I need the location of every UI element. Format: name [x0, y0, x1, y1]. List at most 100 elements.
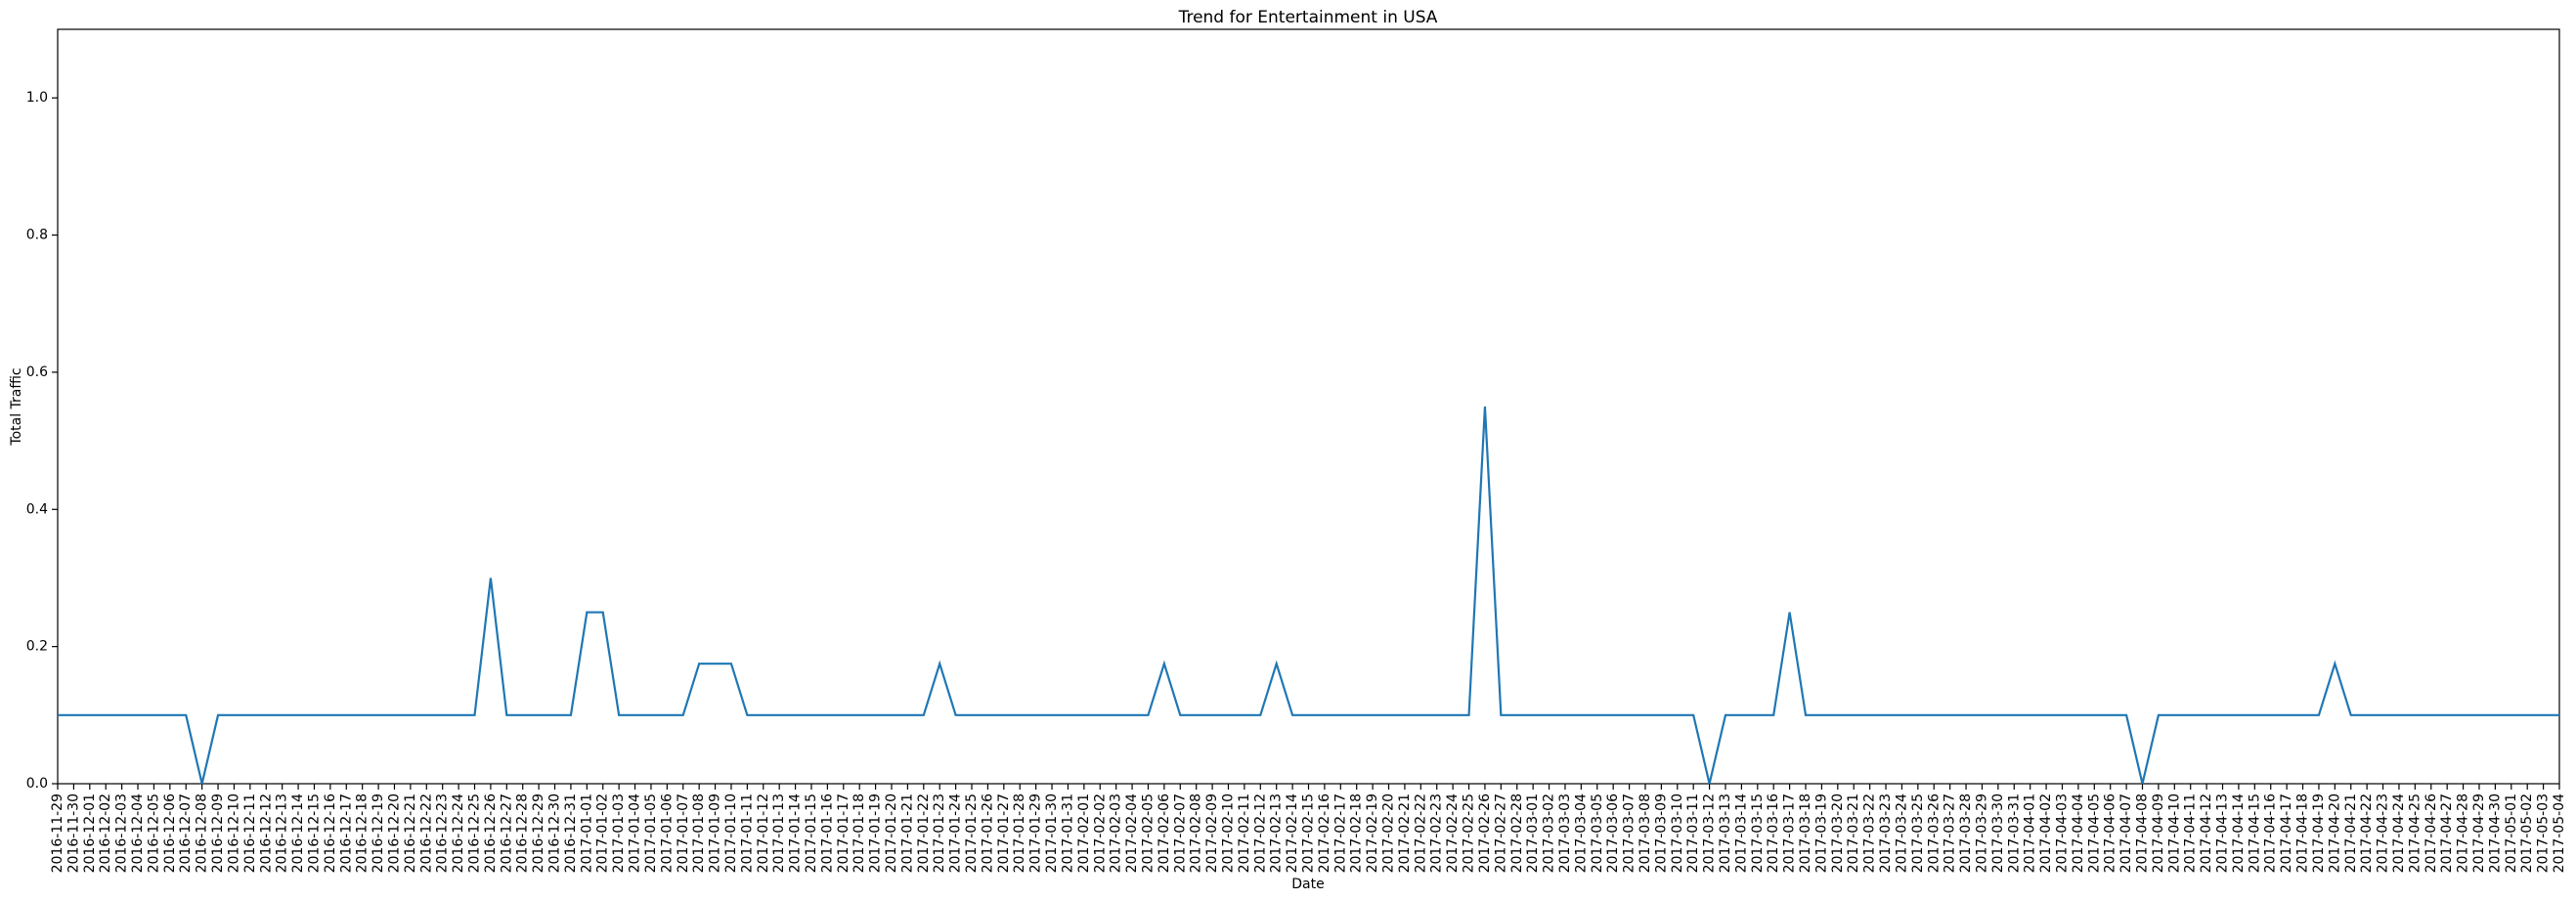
x-tick-label: 2017-01-22 [916, 793, 932, 873]
x-tick-label: 2017-03-17 [1782, 793, 1798, 873]
x-tick-label: 2016-12-30 [547, 793, 563, 873]
x-tick-label: 2017-03-27 [1943, 793, 1958, 873]
x-tick-label: 2017-03-23 [1878, 793, 1894, 873]
x-tick-label: 2017-01-06 [659, 793, 675, 873]
x-tick-label: 2017-03-12 [1702, 793, 1718, 873]
x-tick-label: 2017-01-10 [723, 793, 739, 873]
x-tick-label: 2017-02-08 [1189, 793, 1204, 873]
x-tick-label: 2017-01-27 [996, 793, 1012, 873]
x-tick-label: 2017-02-09 [1204, 793, 1220, 873]
x-tick-label: 2016-12-14 [290, 793, 306, 873]
x-tick-label: 2017-04-15 [2247, 793, 2262, 873]
x-tick-label: 2017-02-22 [1413, 793, 1428, 873]
x-tick-label: 2017-01-24 [948, 793, 964, 873]
x-tick-label: 2017-03-25 [1910, 793, 1926, 873]
x-tick-label: 2017-03-24 [1894, 793, 1909, 873]
x-tick-label: 2017-02-07 [1172, 793, 1188, 873]
x-tick-label: 2017-01-01 [579, 793, 594, 873]
plot-frame [57, 28, 2560, 785]
x-tick-label: 2016-12-25 [467, 793, 483, 873]
x-tick-label: 2017-03-07 [1622, 793, 1637, 873]
x-tick-label: 2017-01-29 [1028, 793, 1044, 873]
x-tick-label: 2017-03-29 [1974, 793, 1989, 873]
x-tick-label: 2016-12-02 [98, 793, 113, 873]
x-tick-label: 2016-12-10 [226, 793, 241, 873]
x-tick-label: 2017-04-29 [2471, 793, 2487, 873]
x-tick-label: 2017-04-18 [2295, 793, 2311, 873]
x-tick-label: 2016-12-23 [435, 793, 451, 873]
x-tick-label: 2017-01-25 [964, 793, 980, 873]
x-tick-label: 2017-03-01 [1525, 793, 1541, 873]
x-tick-label: 2016-12-13 [275, 793, 290, 873]
x-tick-label: 2017-03-31 [2006, 793, 2022, 873]
x-tick-label: 2017-03-22 [1862, 793, 1878, 873]
x-tick-label: 2017-04-28 [2456, 793, 2471, 873]
x-tick-label: 2016-11-30 [65, 793, 81, 873]
x-tick-label: 2017-04-22 [2359, 793, 2375, 873]
x-tick-label: 2016-12-21 [403, 793, 418, 873]
x-tick-label: 2016-12-04 [130, 793, 146, 873]
x-tick-label: 2017-03-13 [1718, 793, 1733, 873]
x-tick-label: 2017-03-14 [1733, 793, 1749, 873]
x-tick-label: 2017-04-21 [2343, 793, 2359, 873]
x-tick-label: 2016-12-11 [242, 793, 258, 873]
x-tick-label: 2017-04-19 [2311, 793, 2327, 873]
x-tick-label: 2017-05-04 [2552, 793, 2567, 873]
x-tick-label: 2017-03-04 [1573, 793, 1589, 873]
x-tick-label: 2017-03-06 [1605, 793, 1621, 873]
x-tick-label: 2017-02-27 [1493, 793, 1508, 873]
x-tick-label: 2017-02-23 [1429, 793, 1445, 873]
x-tick-label: 2017-04-04 [2071, 793, 2086, 873]
x-tick-label: 2017-02-01 [1076, 793, 1092, 873]
x-tick-label: 2017-02-02 [1092, 793, 1108, 873]
x-tick-label: 2017-04-23 [2376, 793, 2391, 873]
x-tick-label: 2017-01-13 [771, 793, 787, 873]
x-tick-label: 2017-01-28 [1012, 793, 1027, 873]
x-tick-label: 2016-12-09 [210, 793, 226, 873]
x-tick-label: 2017-01-26 [980, 793, 995, 873]
x-tick-label: 2017-02-12 [1252, 793, 1268, 873]
x-tick-label: 2017-01-03 [611, 793, 627, 873]
y-tick-label: 0.0 [26, 776, 48, 792]
x-tick-label: 2017-04-14 [2231, 793, 2247, 873]
x-tick-label: 2017-02-03 [1109, 793, 1124, 873]
x-tick-label: 2016-12-12 [258, 793, 274, 873]
x-tick-label: 2017-02-10 [1220, 793, 1236, 873]
x-tick-label: 2016-12-16 [323, 793, 338, 873]
x-tick-label: 2017-04-03 [2054, 793, 2070, 873]
x-tick-label: 2017-01-21 [899, 793, 915, 873]
x-tick-label: 2017-03-08 [1637, 793, 1653, 873]
x-tick-label: 2017-01-30 [1044, 793, 1060, 873]
x-tick-label: 2017-02-28 [1509, 793, 1525, 873]
y-axis-label: Total Traffic [9, 367, 24, 446]
line-series [58, 406, 2559, 785]
x-tick-label: 2017-04-17 [2279, 793, 2294, 873]
x-tick-label: 2016-12-07 [178, 793, 194, 873]
chart-title: Trend for Entertainment in USA [1178, 8, 1438, 27]
x-tick-label: 2017-03-18 [1798, 793, 1813, 873]
x-tick-label: 2017-02-05 [1140, 793, 1156, 873]
x-tick-label: 2017-04-11 [2183, 793, 2199, 873]
x-tick-label: 2017-04-27 [2439, 793, 2455, 873]
x-tick-label: 2017-01-19 [868, 793, 884, 873]
x-tick-label: 2016-12-06 [162, 793, 178, 873]
x-tick-label: 2017-03-30 [1990, 793, 2006, 873]
x-tick-label: 2017-02-26 [1477, 793, 1493, 873]
x-tick-label: 2016-12-17 [338, 793, 354, 873]
x-tick-label: 2017-04-24 [2391, 793, 2407, 873]
x-tick-label: 2017-04-20 [2327, 793, 2342, 873]
x-tick-label: 2017-02-13 [1269, 793, 1285, 873]
x-tick-label: 2017-02-06 [1157, 793, 1172, 873]
x-tick-label: 2016-12-26 [483, 793, 499, 873]
y-tick-label: 0.2 [26, 639, 48, 655]
x-tick-label: 2017-04-02 [2038, 793, 2054, 873]
x-tick-label: 2017-01-18 [851, 793, 867, 873]
x-tick-label: 2017-01-31 [1060, 793, 1075, 873]
x-tick-label: 2017-02-16 [1317, 793, 1332, 873]
x-tick-label: 2017-03-26 [1926, 793, 1942, 873]
x-tick-label: 2017-03-15 [1750, 793, 1766, 873]
x-tick-label: 2016-12-03 [114, 793, 130, 873]
x-tick-label: 2017-04-06 [2103, 793, 2118, 873]
x-axis-label: Date [1291, 877, 1324, 892]
x-tick-label: 2017-03-11 [1685, 793, 1701, 873]
